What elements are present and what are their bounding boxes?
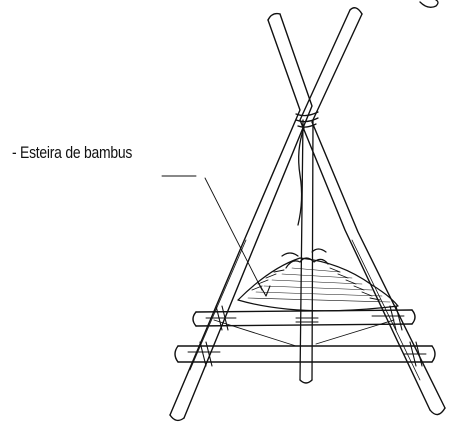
callout-leader-line bbox=[162, 176, 270, 296]
callout-label: - Esteira de bambus bbox=[12, 143, 132, 163]
corner-mark bbox=[420, 0, 438, 7]
lower-crossbar bbox=[175, 346, 435, 362]
right-pole bbox=[300, 8, 445, 415]
center-pole bbox=[300, 120, 313, 383]
bamboo-mat bbox=[238, 249, 398, 311]
left-pole bbox=[170, 14, 312, 421]
